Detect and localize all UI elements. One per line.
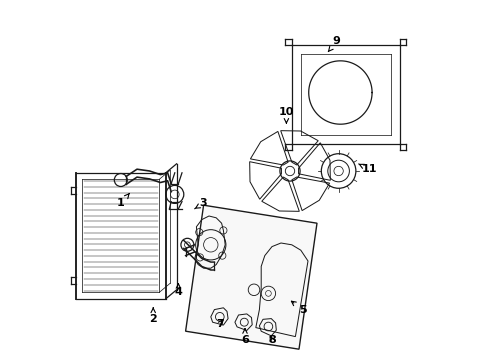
Text: 4: 4: [174, 284, 182, 297]
Text: 1: 1: [117, 193, 129, 208]
Text: 3: 3: [195, 198, 207, 209]
Text: 11: 11: [359, 164, 377, 174]
Text: 9: 9: [328, 36, 341, 51]
Text: 2: 2: [149, 308, 157, 324]
Text: 7: 7: [216, 319, 223, 329]
Text: 10: 10: [279, 107, 294, 123]
Polygon shape: [186, 205, 317, 349]
Text: 8: 8: [268, 335, 276, 345]
Text: 5: 5: [292, 301, 306, 315]
Text: 6: 6: [241, 329, 249, 345]
